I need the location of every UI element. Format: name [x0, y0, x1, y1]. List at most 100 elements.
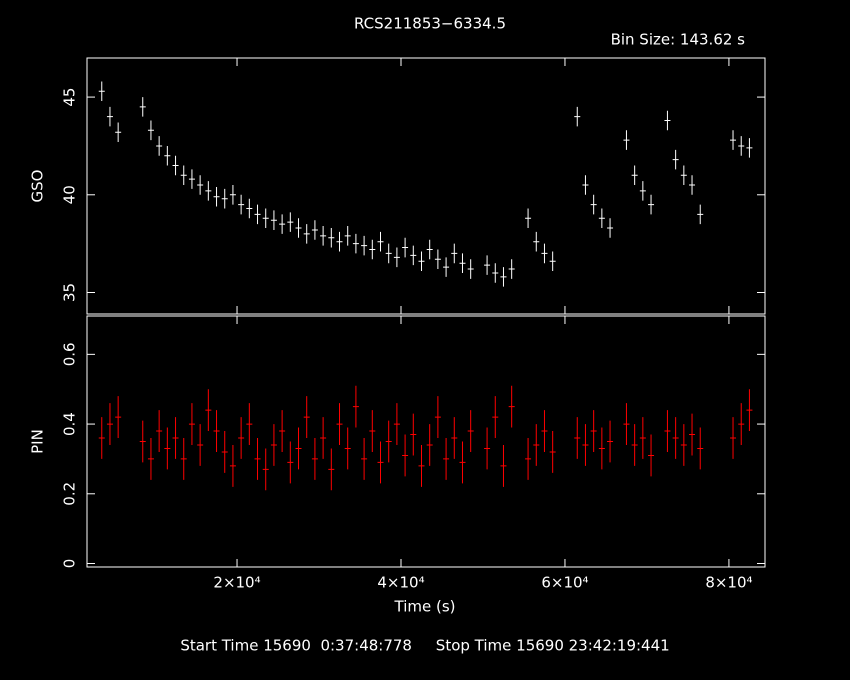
data-point [393, 247, 400, 268]
data-point [188, 403, 195, 445]
data-point [484, 427, 491, 470]
data-point [443, 257, 450, 277]
data-point [246, 198, 253, 219]
data-point [582, 424, 589, 466]
data-point [361, 438, 368, 480]
data-point [459, 253, 466, 273]
x-tick-label: 4×10⁴ [377, 574, 424, 592]
data-point [320, 417, 327, 459]
data-point [689, 413, 696, 456]
data-point [369, 410, 376, 452]
data-point [582, 175, 589, 195]
data-point [106, 403, 113, 445]
y-tick-label: 0 [61, 559, 79, 569]
data-point [139, 420, 146, 463]
panel-frame [86, 57, 766, 315]
data-point [459, 441, 466, 484]
data-point [672, 149, 679, 170]
data-point [402, 434, 409, 477]
panel-frame [86, 315, 766, 568]
y-tick-label: 45 [61, 88, 79, 107]
data-point [508, 385, 515, 428]
data-point [377, 231, 384, 252]
data-point [279, 410, 286, 452]
data-point [279, 214, 286, 234]
data-point [443, 438, 450, 480]
data-point [426, 424, 433, 466]
data-point [328, 448, 335, 491]
data-point [115, 396, 122, 439]
data-point [426, 239, 433, 260]
data-point [352, 233, 359, 254]
data-point [377, 441, 384, 484]
data-point [623, 403, 630, 445]
data-point [549, 431, 556, 473]
data-point [328, 228, 335, 248]
data-point [410, 245, 417, 266]
x-tick-label: 6×10⁴ [541, 574, 588, 592]
data-point [590, 410, 597, 452]
data-point [492, 396, 499, 439]
data-point [205, 181, 212, 201]
data-point [156, 410, 163, 452]
data-point [648, 434, 655, 477]
data-point [172, 155, 179, 176]
data-point [631, 424, 638, 466]
data-point [262, 208, 269, 229]
data-point [238, 417, 245, 459]
data-point [607, 218, 614, 238]
data-point [270, 424, 277, 466]
data-point [484, 255, 491, 275]
data-point [254, 204, 261, 225]
data-point [238, 194, 245, 215]
data-point [434, 396, 441, 439]
data-point [197, 175, 204, 195]
data-point [303, 224, 310, 244]
data-point [156, 136, 163, 156]
data-point [730, 130, 737, 150]
data-point [270, 210, 277, 230]
x-axis-label: Time (s) [394, 598, 456, 616]
y-tick-label: 0.6 [61, 342, 79, 366]
data-point [295, 427, 302, 470]
data-point [180, 165, 187, 186]
data-point [639, 417, 646, 459]
data-point [213, 410, 220, 452]
data-point [344, 427, 351, 470]
data-point [98, 417, 105, 459]
data-point [500, 267, 507, 287]
data-point [492, 263, 499, 283]
data-point [385, 243, 392, 264]
data-point [221, 431, 228, 473]
data-point [467, 410, 474, 452]
data-point [98, 81, 105, 101]
data-point [402, 237, 409, 258]
chart-title: RCS211853−6334.5 [354, 15, 506, 33]
data-point [697, 427, 704, 470]
data-point [541, 243, 548, 264]
data-point [172, 417, 179, 459]
data-point [197, 424, 204, 466]
y-axis-label: GSO [29, 170, 47, 203]
x-tick-label: 2×10⁴ [213, 574, 260, 592]
data-point [164, 427, 171, 470]
x-tick-label: 8×10⁴ [705, 574, 752, 592]
data-point [164, 145, 171, 166]
data-point [648, 194, 655, 215]
data-point [500, 444, 507, 487]
data-point [672, 417, 679, 459]
data-point [246, 403, 253, 445]
data-point [680, 165, 687, 186]
data-point [213, 186, 220, 207]
y-tick-label: 0.2 [61, 482, 79, 506]
data-point [738, 136, 745, 156]
data-point [287, 212, 294, 232]
data-point [680, 424, 687, 466]
data-point [598, 427, 605, 470]
data-point [393, 403, 400, 445]
data-point [229, 444, 236, 487]
data-point [730, 417, 737, 459]
data-point [139, 97, 146, 117]
y-tick-label: 35 [61, 283, 79, 302]
